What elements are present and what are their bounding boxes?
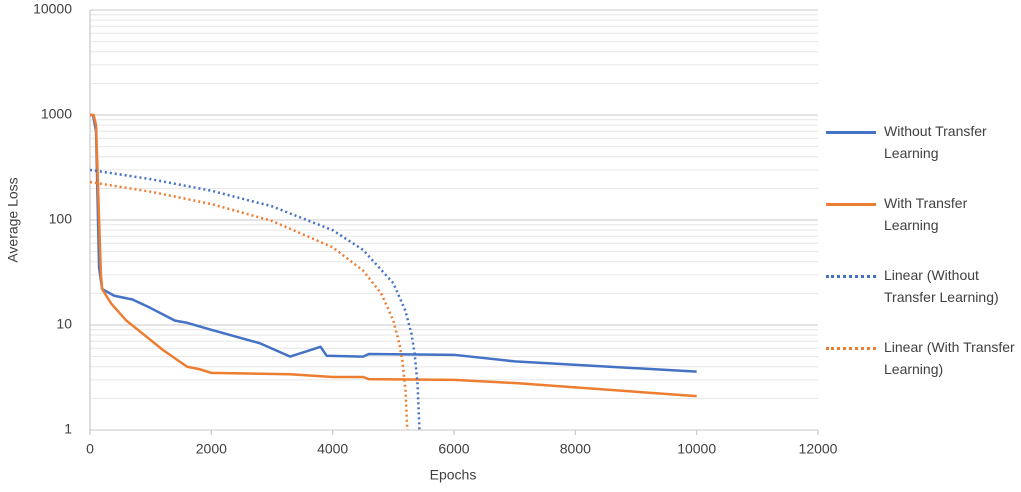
legend-label: With Transfer Learning (884, 195, 968, 233)
x-tick-label: 0 (86, 441, 94, 457)
legend-entry: Linear (Without Transfer Learning) (826, 264, 1021, 336)
x-tick-label: 2000 (196, 441, 227, 457)
legend-label: Linear (Without Transfer Learning) (884, 267, 999, 305)
x-tick-label: 4000 (317, 441, 348, 457)
x-tick-label: 10000 (677, 441, 716, 457)
y-axis-title: Average Loss (5, 177, 21, 262)
legend-entry: With Transfer Learning (826, 192, 1021, 264)
y-tick-label: 100 (49, 211, 73, 227)
x-tick-label: 6000 (438, 441, 469, 457)
y-tick-label: 10 (56, 316, 72, 332)
legend: Without Transfer Learning With Transfer L… (826, 120, 1021, 408)
legend-swatch (826, 275, 876, 278)
legend-swatch (826, 131, 876, 134)
legend-label: Linear (With Transfer Learning) (884, 339, 1015, 377)
y-tick-label: 10000 (33, 1, 72, 17)
trend-line (89, 168, 421, 431)
x-tick-label: 12000 (799, 441, 838, 457)
legend-entry: Linear (With Transfer Learning) (826, 336, 1021, 408)
y-tick-label: 1 (64, 421, 72, 437)
x-tick-label: 8000 (560, 441, 591, 457)
x-axis-title: Epochs (430, 467, 477, 483)
legend-swatch (826, 347, 876, 350)
legend-label: Without Transfer Learning (884, 123, 987, 161)
legend-swatch (826, 203, 876, 206)
grid (90, 9, 818, 431)
y-tick-label: 1000 (41, 106, 72, 122)
series-line (90, 113, 697, 398)
legend-entry: Without Transfer Learning (826, 120, 1021, 192)
trend-line (89, 180, 409, 431)
